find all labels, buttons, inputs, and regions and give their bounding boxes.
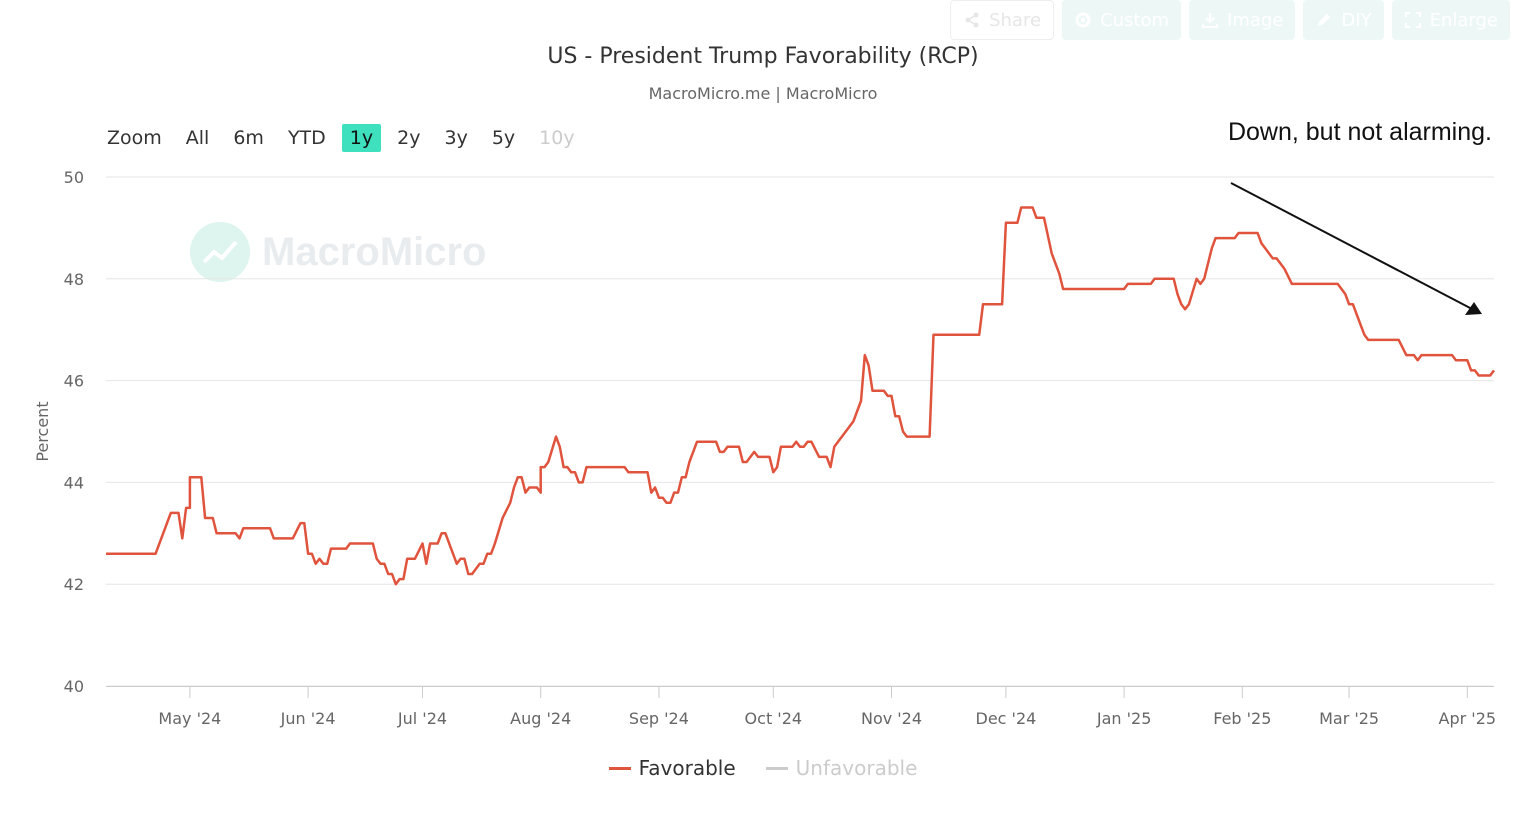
- image-label: Image: [1227, 9, 1284, 31]
- chart-annotation: Down, but not alarming.: [1227, 118, 1492, 146]
- zoom-3y-button[interactable]: 3y: [444, 127, 468, 149]
- x-tick-label: Jun '24: [280, 709, 336, 728]
- share-button[interactable]: Share: [950, 0, 1055, 40]
- zoom-6m-button[interactable]: 6m: [233, 127, 264, 149]
- diy-label: DIY: [1341, 9, 1372, 31]
- x-tick-label: Dec '24: [976, 709, 1037, 728]
- series-line-favorable: [106, 206, 1496, 586]
- x-tick-label: Nov '24: [861, 709, 922, 728]
- legend-item-favorable[interactable]: Favorable: [608, 756, 736, 780]
- chart-toolbar: Share Custom Image DIY Enlarge: [950, 0, 1510, 40]
- chart-title: US - President Trump Favorability (RCP): [547, 44, 979, 69]
- x-tick-label: Mar '25: [1319, 709, 1379, 728]
- enlarge-label: Enlarge: [1429, 9, 1498, 31]
- zoom-selector: Zoom All 6m YTD 1y 2y 3y 5y 10y: [103, 124, 591, 152]
- x-tick-label: May '24: [158, 709, 221, 728]
- zoom-all-button[interactable]: All: [185, 127, 210, 149]
- zoom-label: Zoom: [107, 127, 162, 149]
- y-tick-label: 42: [64, 575, 84, 594]
- zoom-1y-button[interactable]: 1y: [341, 124, 382, 152]
- annotation-arrow-head: [1465, 302, 1482, 315]
- legend-label-favorable: Favorable: [638, 756, 736, 780]
- y-tick-label: 46: [64, 372, 84, 391]
- share-label: Share: [989, 9, 1042, 31]
- watermark-logo-icon: [190, 222, 250, 282]
- y-tick-label: 44: [64, 473, 84, 492]
- x-tick-label: Jul '24: [397, 709, 447, 728]
- legend-swatch-unfavorable: [765, 766, 788, 770]
- zoom-2y-button[interactable]: 2y: [397, 127, 421, 149]
- x-tick-label: Feb '25: [1213, 709, 1271, 728]
- legend-label-unfavorable: Unfavorable: [795, 756, 918, 780]
- y-tick-label: 48: [64, 270, 84, 289]
- zoom-ytd-button[interactable]: YTD: [287, 127, 326, 149]
- download-icon: [1202, 13, 1219, 28]
- x-tick-label: Apr '25: [1439, 709, 1497, 728]
- x-tick-label: Aug '24: [510, 709, 571, 728]
- custom-label: Custom: [1100, 9, 1170, 31]
- y-tick-label: 40: [64, 677, 84, 696]
- pencil-icon: [1318, 14, 1331, 26]
- expand-icon: [1404, 12, 1421, 28]
- enlarge-button[interactable]: Enlarge: [1391, 0, 1510, 40]
- y-tick-label: 50: [64, 168, 84, 187]
- image-button[interactable]: Image: [1189, 0, 1296, 40]
- gear-icon: [1075, 12, 1091, 28]
- x-tick-label: Jan '25: [1096, 709, 1152, 728]
- annotation-arrow-shaft: [1230, 182, 1473, 310]
- legend-item-unfavorable[interactable]: Unfavorable: [765, 756, 918, 780]
- watermark-text: MacroMicro: [262, 229, 487, 274]
- x-tick-label: Sep '24: [629, 709, 689, 728]
- share-icon: [965, 12, 979, 28]
- zoom-10y-button: 10y: [539, 127, 575, 149]
- diy-button[interactable]: DIY: [1303, 0, 1384, 40]
- chart-subtitle: MacroMicro.me | MacroMicro: [648, 84, 878, 103]
- custom-button[interactable]: Custom: [1062, 0, 1182, 40]
- legend-swatch-favorable: [608, 766, 631, 770]
- chart-legend: Favorable Unfavorable: [0, 756, 1526, 780]
- y-axis-label: Percent: [33, 401, 52, 461]
- zoom-5y-button[interactable]: 5y: [491, 127, 516, 149]
- watermark: MacroMicro: [190, 222, 487, 282]
- x-tick-label: Oct '24: [745, 709, 803, 728]
